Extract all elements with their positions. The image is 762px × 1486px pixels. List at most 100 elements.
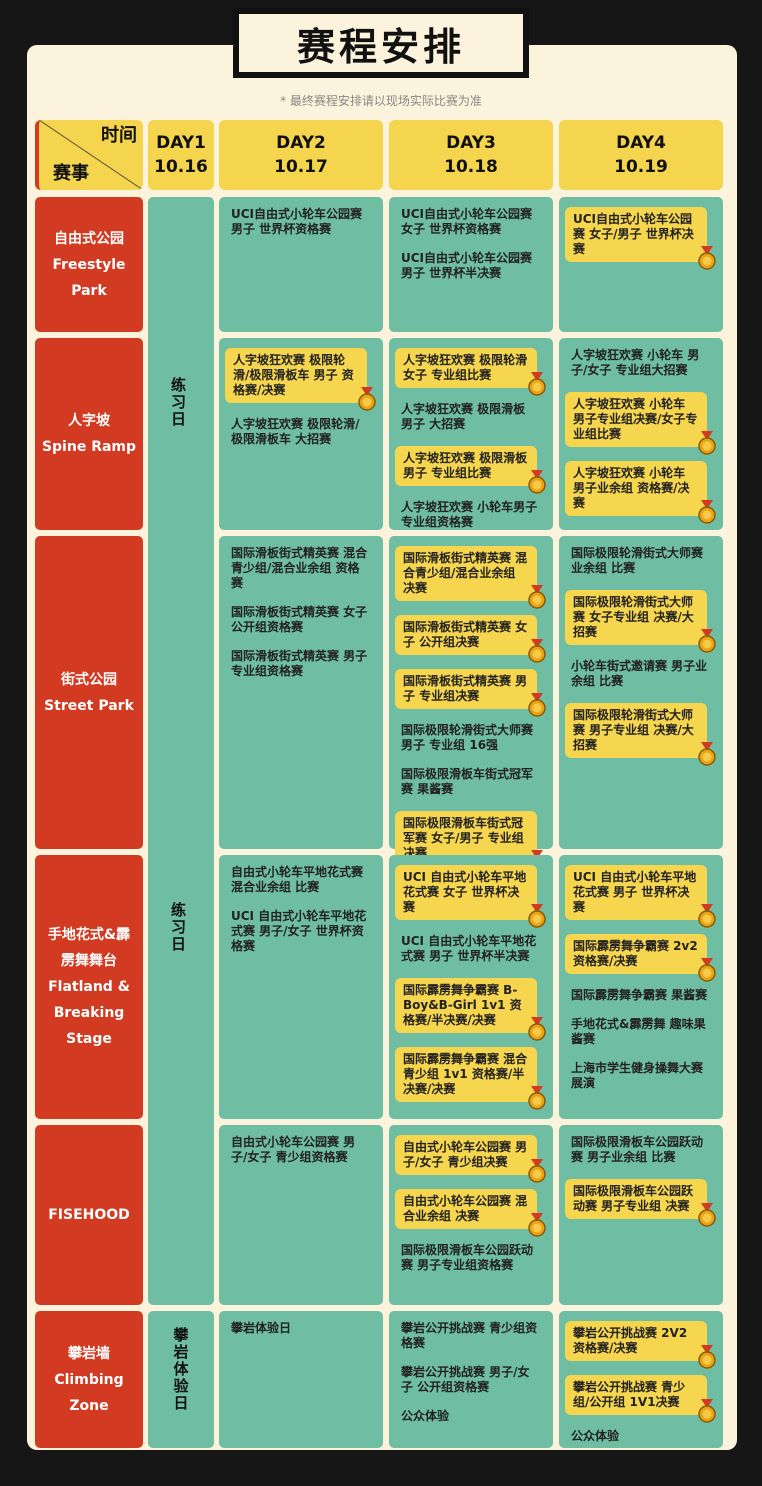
final-event: 国际滑板街式精英赛 女子 公开组决赛: [395, 615, 546, 663]
final-event: 国际极限轮滑街式大师赛 女子专业组 决赛/大招赛: [565, 590, 716, 653]
event: UCI自由式小轮车公园赛 男子 世界杯资格赛: [231, 207, 363, 236]
event: 公众体验: [571, 1429, 620, 1443]
medal-icon: [528, 639, 546, 663]
final-event: 国际滑板街式精英赛 男子 专业组决赛: [395, 669, 546, 717]
medal-icon: [528, 693, 546, 717]
medal-icon: [698, 1399, 716, 1423]
day-date: 10.18: [444, 157, 498, 177]
event: 国际极限轮滑街式大师赛 业余组 比赛: [571, 546, 704, 575]
event-cell: 攀岩体验日: [219, 1311, 383, 1448]
event: 人字坡狂欢赛 极限轮滑/极限滑板车 大招赛: [231, 417, 360, 446]
event: 国际滑板街式精英赛 男子 专业组资格赛: [231, 649, 368, 678]
zone-name: 自由式公园: [54, 230, 124, 247]
event: 国际极限滑板车街式冠军赛 果酱赛: [401, 767, 534, 796]
zone-name-en: Flatland & Breaking Stage: [48, 979, 130, 1047]
event: 攀岩体验日: [231, 1321, 292, 1335]
medal-icon: [698, 1345, 716, 1369]
event-cell: UCI 自由式小轮车平地花式赛 男子 世界杯决赛国际霹雳舞争霸赛 2v2 资格赛…: [559, 855, 723, 1119]
zone-label: 自由式公园 Freestyle Park: [35, 197, 143, 332]
event-cell: 国际极限轮滑街式大师赛 业余组 比赛国际极限轮滑街式大师赛 女子专业组 决赛/大…: [559, 536, 723, 849]
day-date: 10.19: [614, 157, 668, 177]
medal-icon: [528, 1159, 546, 1183]
medal-icon: [698, 246, 716, 270]
event: 国际极限滑板车公园跃动赛 男子专业组资格赛: [401, 1243, 534, 1272]
medal-icon: [528, 1213, 546, 1237]
medal-icon: [698, 742, 716, 766]
final-event: 国际极限滑板车公园跃动赛 男子专业组 决赛: [565, 1179, 716, 1227]
event: 人字坡狂欢赛 极限滑板 男子 大招赛: [401, 402, 526, 431]
event: 人字坡狂欢赛 小轮车男子 专业组资格赛: [401, 500, 538, 529]
final-event: 国际霹雳舞争霸赛 B-Boy&B-Girl 1v1 资格赛/半决赛/决赛: [395, 978, 546, 1041]
event-cell: UCI 自由式小轮车平地花式赛 女子 世界杯决赛 UCI 自由式小轮车平地花式赛 …: [389, 855, 553, 1119]
final-event: 人字坡狂欢赛 小轮车 男子专业组决赛/女子专业组比赛: [565, 392, 716, 455]
final-event: 人字坡狂欢赛 极限轮滑 女子 专业组比赛: [395, 348, 546, 396]
zone-name: FISEHOOD: [48, 1207, 130, 1223]
event-cell: 自由式小轮车公园赛 男子/女子 青少组决赛 自由式小轮车公园赛 混合业余组 决赛国…: [389, 1125, 553, 1305]
event: 上海市学生健身操舞大赛展演: [571, 1061, 704, 1090]
day-label: DAY1: [156, 133, 206, 153]
final-event: UCI 自由式小轮车平地花式赛 男子 世界杯决赛: [565, 865, 716, 928]
event: 公众体验: [401, 1409, 450, 1423]
medal-icon: [528, 1017, 546, 1041]
zone-label: 人字坡 Spine Ramp: [35, 338, 143, 530]
event: 国际极限轮滑街式大师赛 男子 专业组 16强: [401, 723, 534, 752]
corner-bottom: 赛事: [53, 163, 89, 184]
event: UCI 自由式小轮车平地花式赛 男子 世界杯半决赛: [401, 934, 537, 963]
zone-label: 攀岩墙 Climbing Zone: [35, 1311, 143, 1448]
zone-label: 手地花式&霹雳舞舞台 Flatland & Breaking Stage: [35, 855, 143, 1119]
zone-label: FISEHOOD: [35, 1125, 143, 1305]
medal-icon: [698, 958, 716, 982]
medal-icon: [698, 1203, 716, 1227]
day-header: DAY4 10.19: [559, 120, 723, 190]
final-event: 攀岩公开挑战赛 青少组/公开组 1V1决赛: [565, 1375, 716, 1423]
title-box: 赛程安排: [233, 8, 529, 78]
event-cell: 攀岩公开挑战赛 2V2 资格赛/决赛 攀岩公开挑战赛 青少组/公开组 1V1决赛公…: [559, 1311, 723, 1448]
medal-icon: [528, 372, 546, 396]
event-cell: 人字坡狂欢赛 极限轮滑 女子 专业组比赛 人字坡狂欢赛 极限滑板 男子 大招赛 人字…: [389, 338, 553, 530]
event-cell: UCI自由式小轮车公园赛 女子 世界杯资格赛 UCI自由式小轮车公园赛 男子 世界…: [389, 197, 553, 332]
day1-text: 攀岩体验日: [171, 1327, 190, 1412]
event-cell: 国际滑板街式精英赛 混合青少组/混合业余组 资格赛 国际滑板街式精英赛 女子 公开…: [219, 536, 383, 849]
practice-label: 练习日: [169, 377, 187, 428]
medal-icon: [698, 500, 716, 524]
event: 攀岩公开挑战赛 男子/女子 公开组资格赛: [401, 1365, 530, 1394]
event-cell: 自由式小轮车公园赛 男子/女子 青少组资格赛: [219, 1125, 383, 1305]
medal-icon: [528, 904, 546, 928]
event-cell: UCI自由式小轮车公园赛 男子 世界杯资格赛: [219, 197, 383, 332]
day1-cell: 练习日 练习日: [148, 197, 214, 1305]
event-cell: 国际滑板街式精英赛 混合青少组/混合业余组 决赛 国际滑板街式精英赛 女子 公开组…: [389, 536, 553, 874]
final-event: 人字坡狂欢赛 极限滑板 男子 专业组比赛: [395, 446, 546, 494]
day-header: DAY3 10.18: [389, 120, 553, 190]
day1-cell: 攀岩体验日: [148, 1311, 214, 1448]
event: 攀岩公开挑战赛 青少组资格赛: [401, 1321, 538, 1350]
event: 国际极限滑板车公园跃动赛 男子业余组 比赛: [571, 1135, 704, 1164]
day-header: DAY1 10.16: [148, 120, 214, 190]
practice-label: 练习日: [169, 902, 187, 953]
medal-icon: [528, 470, 546, 494]
final-event: 人字坡狂欢赛 小轮车 男子业余组 资格赛/决赛: [565, 461, 716, 524]
event: UCI 自由式小轮车平地花式赛 男子/女子 世界杯资格赛: [231, 909, 367, 953]
final-event: 自由式小轮车公园赛 混合业余组 决赛: [395, 1189, 546, 1237]
event-cell: 自由式小轮车平地花式赛 混合业余组 比赛 UCI 自由式小轮车平地花式赛 男子/女…: [219, 855, 383, 1119]
event-cell: UCI自由式小轮车公园赛 女子/男子 世界杯决赛: [559, 197, 723, 332]
final-event: UCI 自由式小轮车平地花式赛 女子 世界杯决赛: [395, 865, 546, 928]
final-event: 人字坡狂欢赛 极限轮滑/极限滑板车 男子 资格赛/决赛: [225, 348, 376, 411]
event-cell: 国际极限滑板车公园跃动赛 男子业余组 比赛国际极限滑板车公园跃动赛 男子专业组 …: [559, 1125, 723, 1305]
zone-name-en: Street Park: [44, 697, 134, 714]
final-event: 国际极限轮滑街式大师赛 男子专业组 决赛/大招赛: [565, 703, 716, 766]
zone-name: 手地花式&霹雳舞舞台: [47, 927, 131, 969]
day-header: DAY2 10.17: [219, 120, 383, 190]
medal-icon: [698, 629, 716, 653]
final-event: 国际霹雳舞争霸赛 2v2 资格赛/决赛: [565, 934, 716, 982]
note: * 最终赛程安排请以现场实际比赛为准: [280, 94, 482, 108]
corner-top: 时间: [101, 125, 137, 146]
medal-icon: [528, 1086, 546, 1110]
day-label: DAY2: [276, 133, 326, 153]
event: UCI自由式小轮车公园赛 男子 世界杯半决赛: [401, 251, 533, 280]
final-event: 国际霹雳舞争霸赛 混合青少组 1v1 资格赛/半决赛/决赛: [395, 1047, 546, 1110]
event: 国际滑板街式精英赛 女子 公开组资格赛: [231, 605, 368, 634]
event-cell: 人字坡狂欢赛 极限轮滑/极限滑板车 男子 资格赛/决赛人字坡狂欢赛 极限轮滑/极…: [219, 338, 383, 530]
day-label: DAY3: [446, 133, 496, 153]
zone-name: 攀岩墙: [68, 1345, 110, 1362]
